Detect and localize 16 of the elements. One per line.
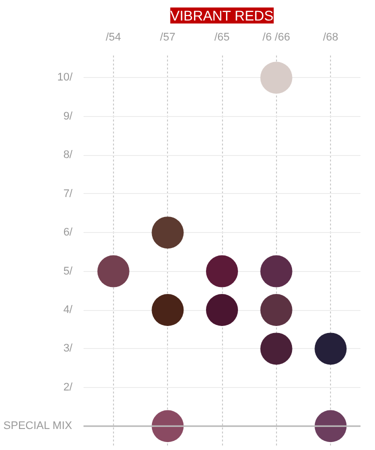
y-tick-label: 4/	[63, 304, 74, 316]
x-tick-label: /68	[322, 32, 338, 44]
y-tick-label: SPECIAL MIX	[3, 420, 73, 432]
y-tick-label: 2/	[63, 381, 74, 394]
y-tick-label: 6/	[63, 226, 74, 239]
x-tick-label: /54	[106, 32, 122, 44]
x-tick-label: /65	[214, 32, 230, 44]
x-tick-label: /57	[160, 32, 176, 44]
x-tick-label: /6 /66	[262, 32, 290, 44]
y-tick-label: 7/	[63, 188, 74, 200]
y-tick-label: 8/	[63, 149, 74, 162]
chart-title: VIBRANT REDS	[170, 8, 274, 24]
y-tick-label: 5/	[63, 265, 74, 278]
y-tick-label: 10/	[57, 72, 74, 84]
y-tick-label: 3/	[63, 342, 74, 355]
y-tick-label: 9/	[63, 110, 74, 122]
